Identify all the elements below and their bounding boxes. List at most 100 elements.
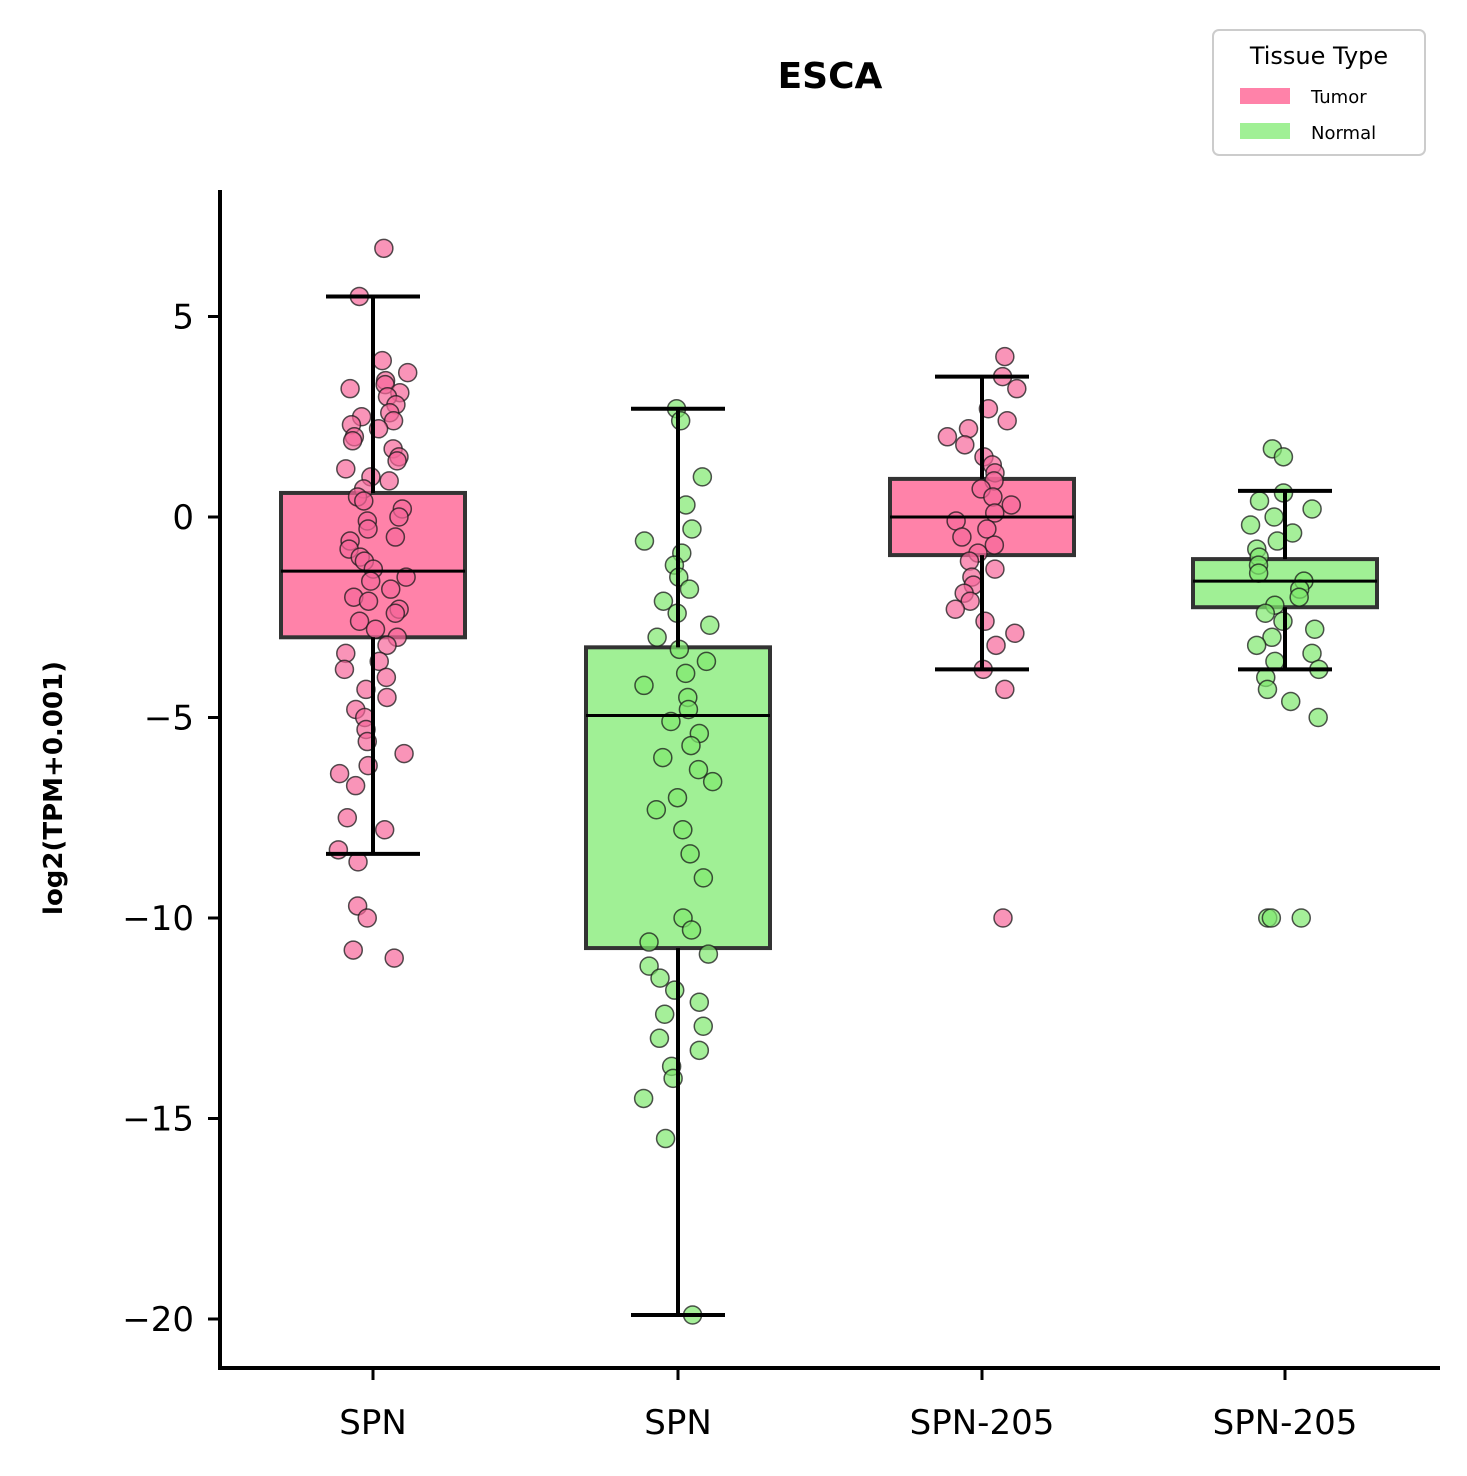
data-point-tumor [334,659,355,680]
points-layer [328,238,1329,1325]
data-point-normal [634,531,655,551]
data-point-tumor [380,579,401,599]
data-point-tumor [358,591,379,611]
data-point-normal [696,651,717,672]
data-point-normal [646,799,667,820]
data-point-tumor [357,908,377,928]
data-point-tumor [977,519,997,539]
x-tick-label: SPN-205 [1213,1403,1358,1443]
data-point-tumor [1007,378,1027,399]
data-point-normal [639,932,659,952]
data-point-normal [1249,491,1270,511]
data-point-tumor [349,611,370,632]
data-point-tumor [945,599,966,619]
data-point-tumor [984,535,1005,555]
y-tick-label: −15 [122,1100,194,1140]
data-point-normal [693,868,714,888]
data-point-normal [653,747,673,768]
data-point-normal [689,992,710,1012]
x-tick-label: SPN-205 [910,1403,1055,1443]
x-tick-label: SPN [644,1403,712,1443]
data-point-tumor [372,350,393,371]
data-point-normal [654,1004,675,1024]
data-point-tumor [376,667,397,688]
data-point-normal [679,579,700,599]
data-point-normal [1255,603,1276,623]
data-point-normal [1264,507,1284,527]
data-point-tumor [354,491,374,511]
data-point-tumor [983,487,1003,507]
data-point-tumor [365,619,386,640]
data-point-tumor [360,571,381,591]
data-point-tumor [394,743,414,764]
data-point-normal [1280,691,1301,712]
data-point-normal [1302,499,1322,519]
data-point-tumor [959,551,980,571]
data-point-tumor [995,346,1015,367]
data-point-tumor [374,820,395,840]
data-point-tumor [952,527,972,547]
data-point-normal [647,627,667,648]
data-point-tumor [329,763,350,784]
data-point-tumor [995,679,1015,700]
data-point-normal [681,735,701,756]
data-point-tumor [975,611,995,632]
data-point-normal [655,1128,676,1149]
legend-label-normal: Normal [1311,123,1376,144]
x-ticks: SPN SPN SPN-205 SPN-205 [339,1368,1357,1443]
data-point-normal [1240,515,1261,535]
y-ticks: 5 0 −5 −10 −15 −20 [122,298,220,1340]
data-point-tumor [328,840,349,860]
data-point-tumor [986,635,1006,656]
data-point-tumor [937,427,958,447]
data-point-normal [634,675,654,696]
data-point-normal [1289,587,1309,607]
x-tick-label: SPN [339,1403,407,1443]
y-tick-label: −20 [122,1300,194,1340]
data-point-tumor [358,519,378,539]
data-point-normal [639,956,659,976]
data-point-normal [700,615,720,636]
data-point-normal [633,1088,654,1109]
data-point-normal [1248,563,1269,583]
data-point-normal [680,844,700,864]
data-point-tumor [960,591,980,611]
data-point-normal [667,787,688,808]
data-point-tumor [958,419,979,439]
data-point-normal [649,1028,670,1049]
data-point-tumor [997,411,1017,431]
data-point-normal [673,820,693,840]
data-point-tumor [345,775,366,796]
whiskers-layer [281,294,1377,1317]
data-point-normal [664,980,685,1000]
data-point-tumor [1005,623,1025,644]
chart-title: ESCA [778,56,883,97]
data-point-normal [681,920,702,940]
data-point-tumor [389,507,409,527]
data-point-normal [661,711,681,732]
legend-label-tumor: Tumor [1310,87,1367,108]
data-point-normal [1302,643,1322,664]
data-point-tumor [993,908,1013,928]
data-point-normal [1304,619,1325,640]
data-point-normal [678,699,699,720]
y-tick-label: −5 [144,699,194,739]
data-point-tumor [985,559,1005,579]
data-point-tumor [340,378,360,399]
y-tick-label: 5 [172,298,194,338]
data-point-tumor [385,527,406,547]
box-normal [1191,557,1379,610]
data-point-normal [650,968,670,988]
data-point-tumor [384,948,404,968]
data-point-normal [682,519,702,539]
data-point-normal [675,663,696,684]
data-point-tumor [383,411,404,431]
legend-swatch-normal [1240,123,1290,139]
data-point-tumor [397,362,418,383]
data-point-tumor [387,451,407,471]
data-point-normal [698,944,719,964]
data-point-tumor [1001,495,1022,515]
data-point-tumor [337,808,358,828]
data-point-tumor [396,567,416,587]
